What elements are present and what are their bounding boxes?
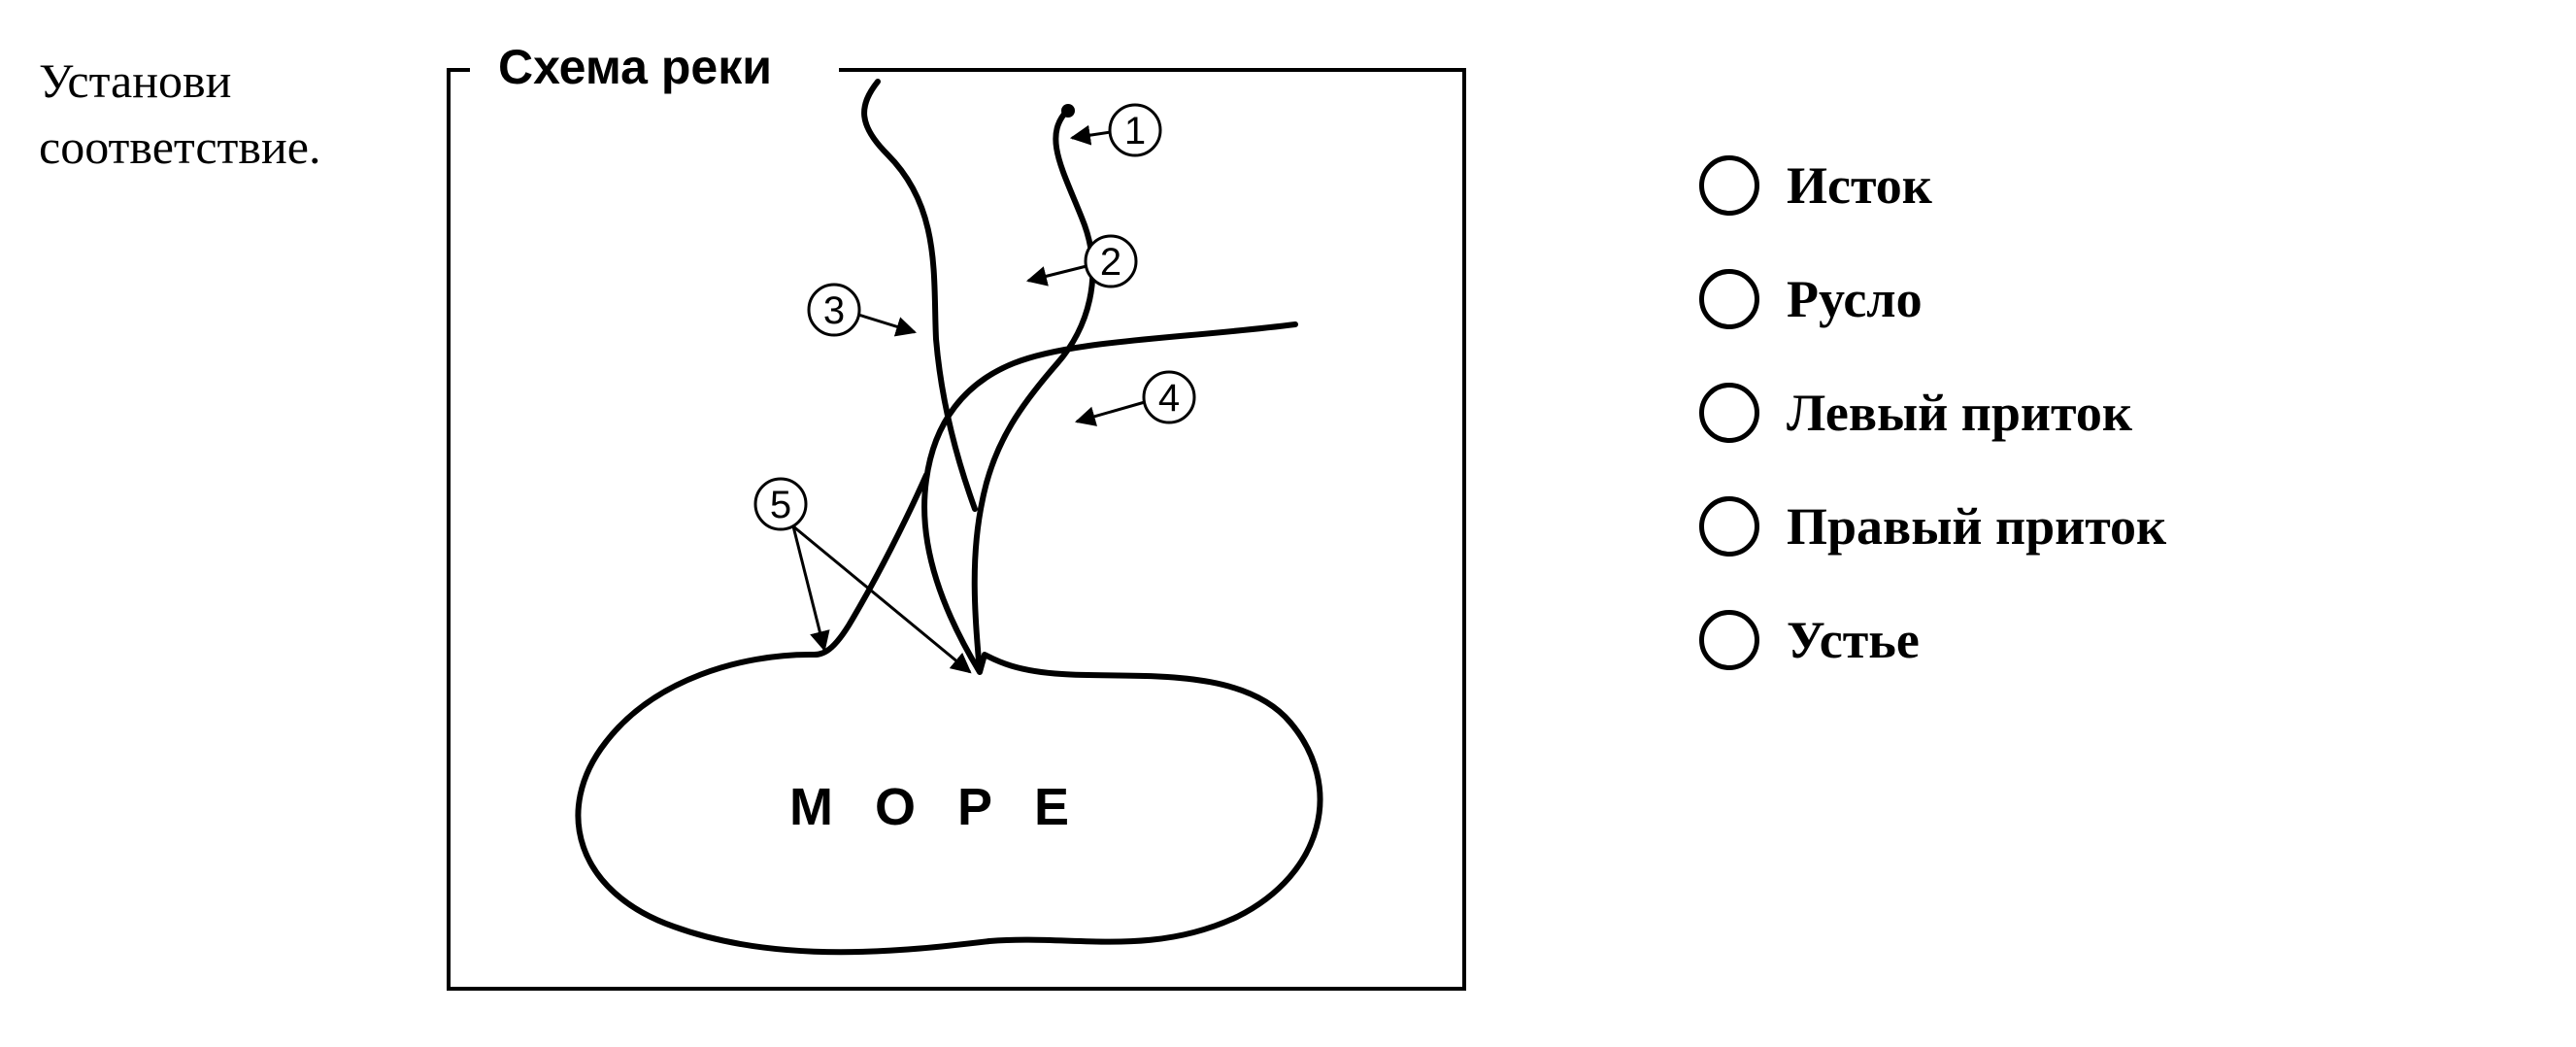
diagram-box: Схема реки М О Р Е 1 2	[447, 39, 1466, 991]
arrow-2	[1028, 266, 1087, 281]
marker-number-2: 2	[1100, 241, 1121, 284]
source-dot	[1061, 104, 1075, 118]
options-list: Исток Русло Левый приток Правый приток У…	[1505, 39, 2166, 670]
page-container: Установи соответствие. Схема реки М О Р …	[39, 39, 2537, 991]
option-label: Левый приток	[1787, 383, 2132, 443]
marker-number-1: 1	[1124, 110, 1146, 152]
option-input-circle[interactable]	[1699, 269, 1759, 329]
arrow-4	[1077, 402, 1145, 422]
marker-number-3: 3	[823, 289, 845, 332]
option-label: Русло	[1787, 269, 1923, 329]
option-row: Правый приток	[1699, 496, 2166, 557]
option-input-circle[interactable]	[1699, 610, 1759, 670]
river-diagram-svg: М О Р Е 1 2 3 4	[451, 72, 1462, 987]
instruction-text: Установи соответствие.	[39, 39, 408, 180]
option-label: Исток	[1787, 155, 1932, 216]
option-input-circle[interactable]	[1699, 155, 1759, 216]
marker-number-5: 5	[770, 484, 791, 526]
arrow-5a	[793, 526, 824, 650]
option-label: Устье	[1787, 610, 1920, 670]
option-input-circle[interactable]	[1699, 496, 1759, 557]
option-row: Исток	[1699, 155, 2166, 216]
option-label: Правый приток	[1787, 496, 2166, 557]
arrow-1	[1072, 132, 1111, 138]
option-input-circle[interactable]	[1699, 383, 1759, 443]
marker-number-4: 4	[1158, 377, 1180, 420]
option-row: Русло	[1699, 269, 2166, 329]
option-row: Устье	[1699, 610, 2166, 670]
arrow-3	[858, 315, 915, 332]
option-row: Левый приток	[1699, 383, 2166, 443]
sea-label: М О Р Е	[789, 778, 1083, 836]
